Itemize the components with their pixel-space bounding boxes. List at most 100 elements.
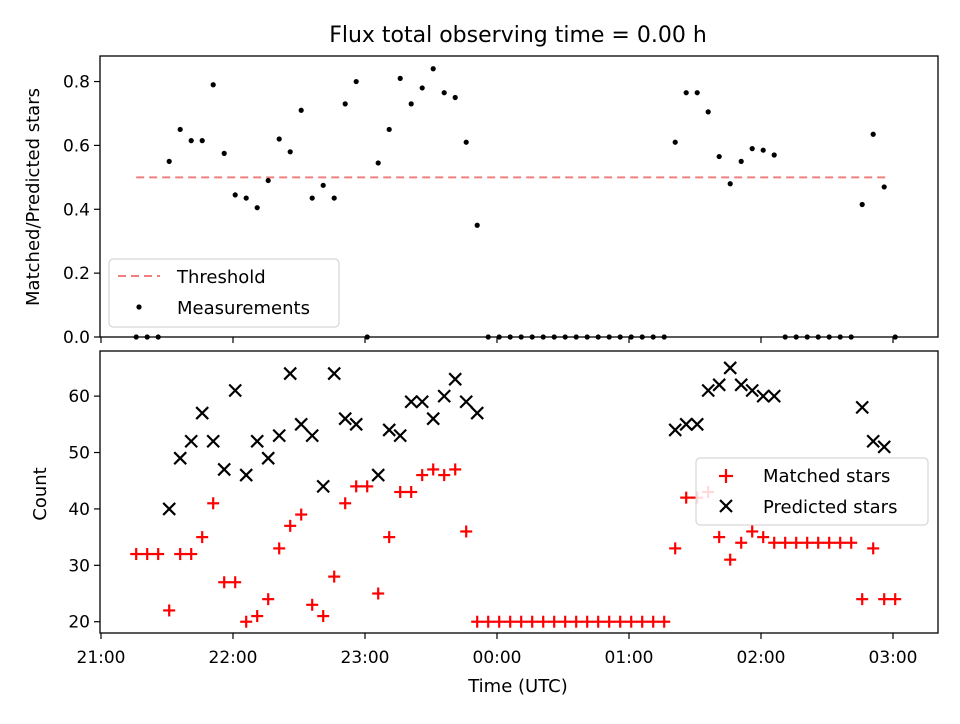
matched-star-marker xyxy=(449,463,462,476)
matched-star-marker xyxy=(405,486,418,498)
matched-star-marker xyxy=(317,610,330,623)
matched-star-marker xyxy=(394,486,407,498)
chart-title: Flux total observing time = 0.00 h xyxy=(329,23,707,48)
top-y-tick-label: 0.6 xyxy=(63,136,90,156)
top-legend-box xyxy=(108,258,340,328)
predicted-star-marker xyxy=(712,378,726,392)
measurement-point xyxy=(309,195,315,201)
predicted-star-marker xyxy=(272,428,286,443)
x-tick-label: 03:00 xyxy=(869,648,918,668)
matched-star-marker xyxy=(185,548,198,561)
matched-star-marker xyxy=(603,615,616,628)
measurement-point xyxy=(397,75,403,81)
measurement-points xyxy=(133,66,898,340)
predicted-star-marker xyxy=(756,389,770,403)
predicted-star-marker xyxy=(173,451,187,465)
x-tick-label: 00:00 xyxy=(473,648,522,668)
x-tick-label: 22:00 xyxy=(209,648,258,668)
predicted-star-marker xyxy=(338,411,352,426)
top-legend: Threshold Measurements xyxy=(108,258,340,328)
measurement-point xyxy=(474,222,480,228)
predicted-star-marker xyxy=(195,406,209,420)
measurement-point xyxy=(430,66,436,72)
bottom-y-axis-label: Count xyxy=(30,467,51,520)
matched-star-marker xyxy=(779,536,792,549)
matched-star-marker xyxy=(647,615,660,628)
top-y-tick-label: 0.0 xyxy=(63,328,90,348)
measurement-point xyxy=(672,139,678,145)
bottom-plot-frame xyxy=(99,350,939,634)
measurement-point xyxy=(441,90,447,96)
measurement-point xyxy=(166,158,172,164)
measurement-point xyxy=(408,101,414,107)
measurement-point xyxy=(463,139,469,145)
matched-star-marker xyxy=(735,536,748,549)
predicted-star-marker xyxy=(393,428,407,443)
matched-star-marker xyxy=(284,519,297,532)
matched-star-marker xyxy=(757,531,770,544)
measurement-point xyxy=(320,182,326,188)
x-tick-label: 01:00 xyxy=(605,648,654,668)
predicted-star-marker xyxy=(294,417,308,432)
predicted-star-marker xyxy=(877,440,891,454)
matched-star-marker xyxy=(482,615,495,628)
top-x-axis xyxy=(100,337,894,343)
predicted-star-marker xyxy=(250,434,264,449)
matched-star-marker xyxy=(834,536,847,549)
predicted-star-marker xyxy=(734,378,748,392)
predicted-star-marker xyxy=(404,394,418,409)
predicted-star-marker xyxy=(745,383,759,398)
matched-star-marker xyxy=(207,497,220,510)
measurement-point xyxy=(353,78,359,85)
predicted-star-marker xyxy=(668,423,682,437)
matched-star-marker xyxy=(218,576,231,589)
bottom-panel: 20 30 40 50 60 21:00 22:00 23:00 00:00 01:00 02:0… xyxy=(30,350,939,697)
predicted-star-marker xyxy=(866,434,880,449)
measurement-point xyxy=(881,184,887,190)
matched-star-marker xyxy=(196,531,209,544)
measurement-point xyxy=(705,109,711,115)
bottom-legend: Matched stars Predicted stars xyxy=(695,457,929,526)
predicted-star-marker xyxy=(206,434,220,449)
matched-star-marker xyxy=(790,536,803,549)
predicted-star-marker xyxy=(239,468,253,482)
top-plot-frame xyxy=(99,55,939,338)
matched-star-marker xyxy=(361,480,374,493)
predicted-legend-label: Predicted stars xyxy=(763,497,897,518)
predicted-star-marker xyxy=(767,389,781,403)
predicted-star-marker xyxy=(305,428,319,443)
measurement-point xyxy=(331,195,337,201)
matched-star-marker xyxy=(614,615,627,628)
x-tick-label: 02:00 xyxy=(737,648,786,668)
matched-star-marker xyxy=(823,536,836,549)
matched-star-marker xyxy=(306,598,319,611)
matched-star-marker xyxy=(746,525,759,538)
predicted-star-marker xyxy=(470,406,484,420)
matched-star-marker xyxy=(295,508,308,521)
matched-star-marker xyxy=(570,615,583,628)
top-y-tick-label: 0.4 xyxy=(63,200,90,220)
matched-star-marker xyxy=(273,542,286,555)
measurement-point xyxy=(265,177,271,184)
predicted-star-marker xyxy=(448,372,462,386)
matched-star-marker xyxy=(592,615,605,628)
matched-star-marker xyxy=(240,615,253,628)
predicted-star-marker xyxy=(327,366,341,381)
predicted-star-marker xyxy=(701,383,715,398)
matched-star-marker xyxy=(856,593,869,606)
measurement-point xyxy=(210,82,216,88)
matched-star-marker xyxy=(537,615,550,628)
predicted-star-marker xyxy=(371,468,385,482)
top-y-axis-label: Matched/Predicted stars xyxy=(23,88,44,306)
predicted-star-marker xyxy=(855,400,869,415)
matched-star-marker xyxy=(878,593,891,606)
matched-star-marker xyxy=(680,491,693,504)
matched-star-marker xyxy=(152,548,165,561)
measurement-point xyxy=(749,146,755,152)
matched-star-marker xyxy=(130,548,143,561)
predicted-star-marker xyxy=(459,394,473,409)
matched-star-marker xyxy=(504,615,517,628)
matched-star-marker xyxy=(383,531,396,544)
matched-star-marker xyxy=(471,615,484,628)
